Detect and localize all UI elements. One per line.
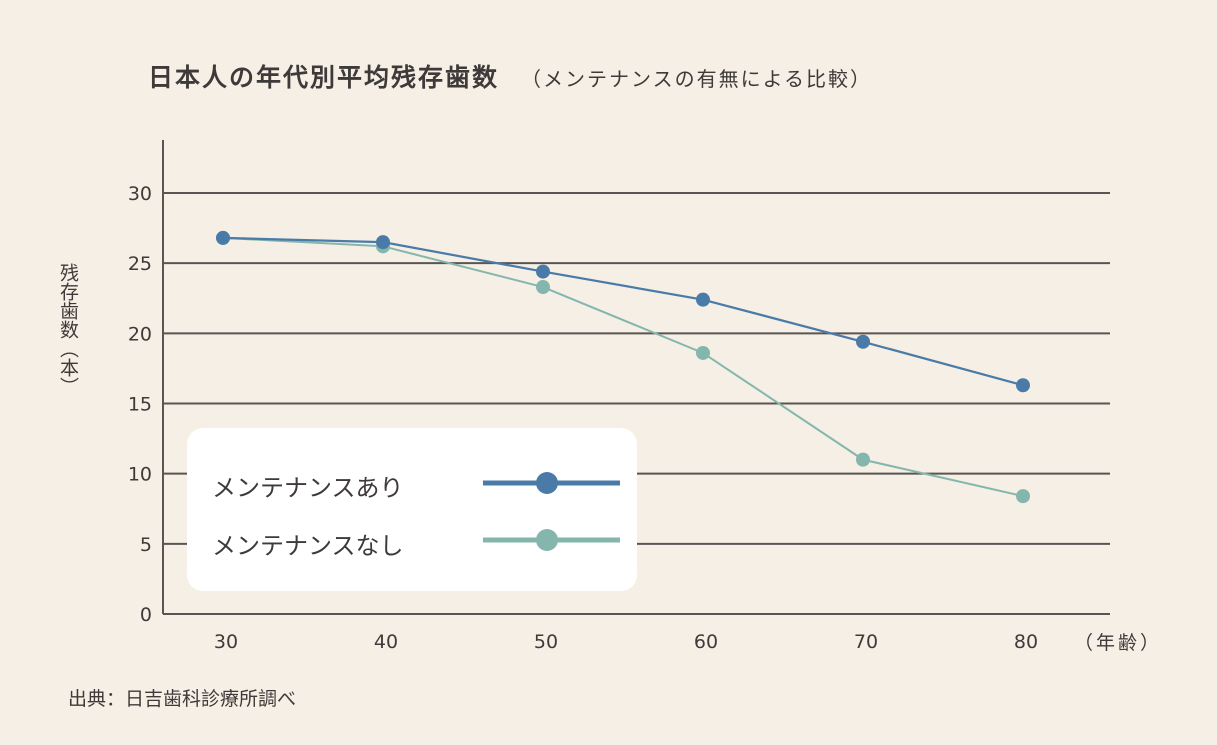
x-tick-label: 60 xyxy=(694,631,718,653)
legend-markers xyxy=(483,472,620,551)
y-tick-label: 0 xyxy=(140,604,152,626)
data-point xyxy=(1016,489,1030,504)
title-text: 日本人の年代別平均残存歯数 xyxy=(148,63,500,92)
legend: メンテナンスあり メンテナンスなし xyxy=(187,428,637,591)
legend-label-with-maintenance: メンテナンスあり xyxy=(212,474,404,502)
y-tick-label: 10 xyxy=(128,464,152,486)
data-point xyxy=(536,280,550,295)
y-axis-label: 残存歯数（本） xyxy=(57,263,79,396)
legend-marker-with-maintenance xyxy=(536,472,558,494)
y-tick-label: 30 xyxy=(128,183,152,205)
data-point xyxy=(376,235,390,250)
chart-subtitle: （メンテナンスの有無による比較） xyxy=(521,67,873,91)
series-line xyxy=(222,236,1024,498)
data-point xyxy=(856,334,870,349)
legend-label-without-maintenance: メンテナンスなし xyxy=(212,532,404,560)
data-point xyxy=(696,345,710,360)
x-axis-label: （年齢） xyxy=(1074,632,1163,654)
y-tick-label: 20 xyxy=(128,323,152,345)
x-tick-label: 50 xyxy=(534,631,558,653)
x-tick-label: 30 xyxy=(214,631,238,653)
data-point xyxy=(856,452,870,467)
series-line xyxy=(222,236,1024,387)
x-tick-label: 80 xyxy=(1014,631,1038,653)
y-tick-label: 25 xyxy=(128,253,152,275)
chart-title: 日本人の年代別平均残存歯数 （メンテナンスの有無による比較） xyxy=(148,58,872,94)
x-tick-label: 70 xyxy=(854,631,878,653)
source-note: 出典：日吉歯科診療所調べ xyxy=(68,688,297,710)
data-point xyxy=(216,230,230,245)
y-tick-label: 15 xyxy=(128,394,152,416)
legend-marker-without-maintenance xyxy=(536,529,558,551)
y-tick-label: 5 xyxy=(140,534,152,556)
data-point xyxy=(536,264,550,279)
data-point xyxy=(696,292,710,307)
data-point xyxy=(1016,378,1030,393)
x-tick-label: 40 xyxy=(374,631,398,653)
